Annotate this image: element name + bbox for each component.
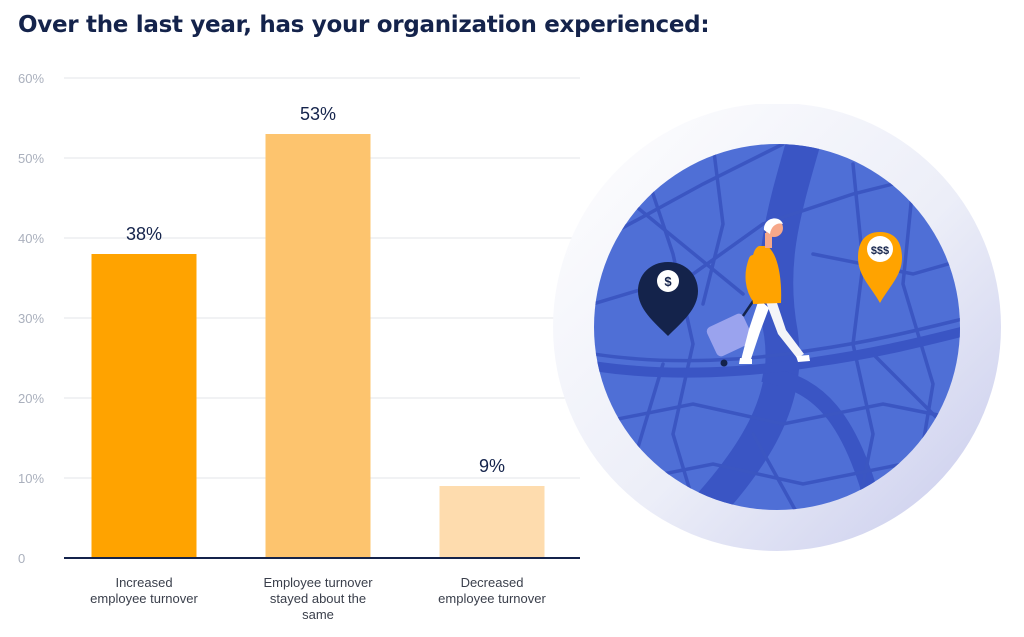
- bar-data-label: 38%: [126, 224, 162, 244]
- pin-dollar-label: $: [664, 274, 672, 289]
- y-tick-label: 10%: [18, 471, 44, 486]
- category-label: Decreased employee turnover: [438, 575, 546, 606]
- y-tick-label: 0: [18, 551, 25, 566]
- bar: [439, 486, 545, 558]
- y-tick-label: 40%: [18, 231, 44, 246]
- chart-title: Over the last year, has your organizatio…: [18, 12, 710, 38]
- y-tick-label: 60%: [18, 71, 44, 86]
- bar-data-label: 9%: [479, 456, 505, 476]
- orange-location-pin: $$$: [858, 232, 902, 303]
- pin-money-label: $$$: [871, 245, 889, 257]
- traveler-figure: [706, 218, 810, 367]
- bar-data-label: 53%: [300, 104, 336, 124]
- bar-chart: 0 10% 20% 30% 40% 50% 60% 38% Increased employee…: [18, 71, 580, 622]
- y-tick-label: 30%: [18, 311, 44, 326]
- bar: [91, 254, 197, 558]
- map-traveler-illustration: $ $$$: [553, 104, 1001, 551]
- category-label: Employee turnover stayed about the same: [263, 575, 373, 622]
- y-tick-label: 20%: [18, 391, 44, 406]
- category-label: Increased employee turnover: [90, 575, 198, 606]
- y-tick-label: 50%: [18, 151, 44, 166]
- dark-location-pin: $: [638, 262, 698, 336]
- bar: [265, 134, 371, 558]
